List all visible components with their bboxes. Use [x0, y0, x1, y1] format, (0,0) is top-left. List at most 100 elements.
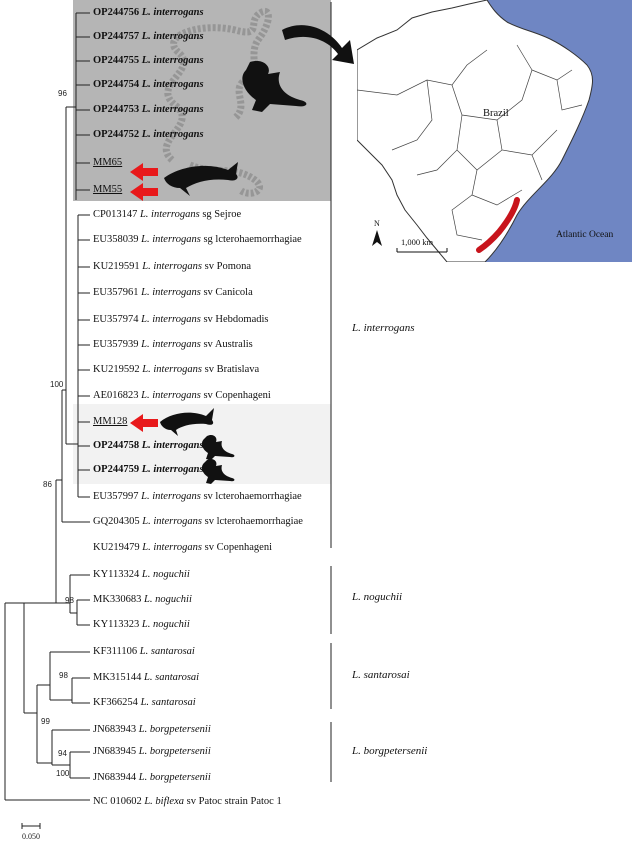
accession-number: OP244753 — [93, 104, 140, 115]
leaf-label: CP013147 L. interrogans sg Sejroe — [93, 209, 241, 221]
species-name: L. interrogans — [141, 314, 201, 325]
accession-number: MM65 — [93, 157, 123, 168]
leaf-label: MK330683 L. noguchii — [93, 594, 192, 606]
leaf-label: KF311106 L. santarosai — [93, 646, 195, 658]
leaf-label: KF366254 L. santarosai — [93, 697, 196, 709]
leaf-label: KY113324 L. noguchii — [93, 569, 190, 581]
species-name: L. borgpetersenii — [138, 772, 211, 783]
leaf-label: EU358039 L. interrogans sg lcterohaemorr… — [93, 234, 302, 246]
curved-arrow-icon — [282, 25, 354, 64]
state-borders — [357, 44, 583, 241]
leaf-label: AE016823 L. interrogans sv Copenhageni — [93, 390, 271, 402]
accession-number: OP244752 — [93, 129, 140, 140]
species-name: L. santarosai — [144, 672, 200, 683]
bootstrap-value: 100 — [50, 380, 64, 389]
species-name: L. interrogans — [142, 516, 203, 527]
tree-branches — [4, 12, 90, 801]
leaf-label: MM65 — [93, 157, 122, 169]
serovar-label: sg lcterohaemorrhagiae — [203, 234, 302, 245]
serovar-label: sg Sejroe — [202, 209, 242, 220]
accession-number: OP244759 — [93, 464, 140, 475]
serovar-label: sv Copenhageni — [204, 542, 273, 553]
accession-number: EU357939 — [93, 339, 139, 350]
serovar-label: sv Canicola — [203, 287, 253, 298]
leaf-label: JN683943 L. borgpetersenii — [93, 724, 211, 736]
species-name: L. interrogans — [141, 287, 201, 298]
species-name: L. interrogans — [142, 261, 203, 272]
leaf-label: KU219479 L. interrogans sv Copenhageni — [93, 542, 272, 554]
serovar-label: sv Hebdomadis — [203, 314, 269, 325]
clade-label-interrogans: L. interrogans — [352, 322, 415, 334]
serovar-label: sv Pomona — [204, 261, 252, 272]
species-name: L. noguchii — [141, 569, 190, 580]
leaf-label: KY113323 L. noguchii — [93, 619, 190, 631]
scale-bar — [21, 823, 41, 829]
accession-number: KU219592 — [93, 364, 140, 375]
accession-number: NC 010602 — [93, 796, 142, 807]
sea-lion-icon — [242, 60, 307, 112]
leaf-label: KU219591 L. interrogans sv Pomona — [93, 261, 251, 273]
map-label-north: N — [374, 219, 380, 228]
accession-number: KF311106 — [93, 646, 138, 657]
map-scale-label: 1,000 km — [401, 237, 434, 247]
species-name: L. noguchii — [144, 594, 192, 605]
species-name: L. interrogans — [141, 234, 201, 245]
species-name: L. borgpetersenii — [138, 746, 211, 757]
accession-number: OP244758 — [93, 440, 140, 451]
accession-number: GQ204305 — [93, 516, 140, 527]
accession-number: OP244755 — [93, 55, 140, 66]
accession-number: KU219479 — [93, 542, 140, 553]
atlantic-ocean — [485, 0, 632, 262]
accession-number: JN683943 — [93, 724, 137, 735]
accession-number: EU358039 — [93, 234, 139, 245]
leaf-label: KU219592 L. interrogans sv Bratislava — [93, 364, 259, 376]
serovar-label: sv lcterohaemorrhagiae — [203, 491, 302, 502]
accession-number: CP013147 — [93, 209, 138, 220]
species-name: L. interrogans — [141, 129, 204, 140]
species-name: L. interrogans — [142, 542, 203, 553]
bootstrap-value: 98 — [65, 596, 74, 605]
bootstrap-value: 96 — [58, 89, 67, 98]
species-name: L. interrogans — [141, 104, 204, 115]
accession-number: EU357961 — [93, 287, 139, 298]
scale-bar-label: 0.050 — [22, 832, 40, 841]
map-label-ocean: Atlantic Ocean — [556, 230, 614, 240]
leaf-label: JN683945 L. borgpetersenii — [93, 746, 211, 758]
species-name: L. borgpetersenii — [138, 724, 211, 735]
accession-number: MM55 — [93, 184, 123, 195]
leaf-label: OP244758 L. interrogans — [93, 440, 204, 452]
leaf-label: EU357974 L. interrogans sv Hebdomadis — [93, 314, 269, 326]
leaf-label: EU357939 L. interrogans sv Australis — [93, 339, 253, 351]
species-name: L. interrogans — [141, 390, 201, 401]
species-name: L. interrogans — [141, 79, 204, 90]
leaf-label: JN683944 L. borgpetersenii — [93, 772, 211, 784]
leaf-label: NC 010602 L. biflexa sv Patoc strain Pat… — [93, 796, 282, 808]
accession-number: EU357974 — [93, 314, 139, 325]
red-arrow-icon — [130, 163, 158, 432]
species-name: L. interrogans — [141, 7, 204, 18]
leaf-label: MM55 — [93, 184, 122, 196]
accession-number: MM128 — [93, 416, 128, 427]
leaf-label: OP244759 L. interrogans — [93, 464, 204, 476]
dolphin-icon — [160, 408, 214, 436]
bootstrap-value: 100 — [56, 769, 70, 778]
serovar-label: sv lcterohaemorrhagiae — [204, 516, 303, 527]
species-name: L. interrogans — [141, 491, 201, 502]
map-scale-bar — [396, 248, 448, 253]
accession-number: KY113324 — [93, 569, 140, 580]
accession-number: AE016823 — [93, 390, 139, 401]
sea-lion-icon — [201, 434, 235, 460]
leaf-label: OP244757 L. interrogans — [93, 31, 204, 43]
bootstrap-value: 99 — [41, 717, 50, 726]
accession-number: JN683945 — [93, 746, 137, 757]
bootstrap-value: 98 — [59, 671, 68, 680]
species-name: L. interrogans — [139, 209, 200, 220]
accession-number: JN683944 — [93, 772, 137, 783]
serovar-label: sv Copenhageni — [203, 390, 271, 401]
bootstrap-value: 86 — [43, 480, 52, 489]
leaf-label: OP244756 L. interrogans — [93, 7, 204, 19]
leaf-label: MM128 — [93, 416, 127, 428]
serovar-label: sv Patoc strain Patoc 1 — [186, 796, 282, 807]
accession-number: KF366254 — [93, 697, 138, 708]
